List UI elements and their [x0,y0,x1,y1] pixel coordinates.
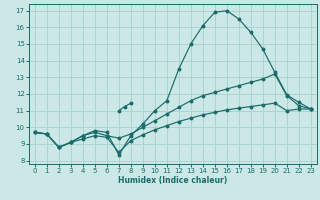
X-axis label: Humidex (Indice chaleur): Humidex (Indice chaleur) [118,176,228,185]
